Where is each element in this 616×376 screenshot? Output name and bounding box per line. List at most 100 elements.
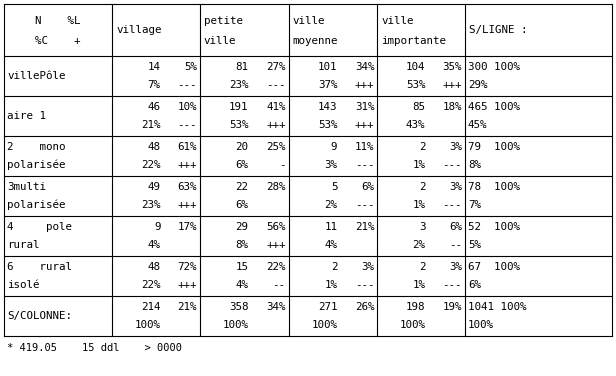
Text: 100%: 100% [311, 320, 338, 330]
Text: 31%: 31% [355, 102, 375, 112]
Text: 198: 198 [406, 302, 426, 312]
Text: 5%: 5% [184, 62, 197, 72]
Text: 48: 48 [147, 142, 160, 152]
Text: moyenne: moyenne [293, 36, 338, 47]
Text: +++: +++ [266, 240, 286, 250]
Text: 63%: 63% [177, 182, 197, 192]
Text: 34%: 34% [266, 302, 286, 312]
Text: 37%: 37% [318, 80, 338, 90]
Text: 3%: 3% [449, 262, 462, 272]
Text: 53%: 53% [229, 120, 249, 130]
Text: 4%: 4% [235, 280, 249, 290]
Text: 5: 5 [331, 182, 338, 192]
Text: -: - [279, 160, 286, 170]
Text: 465 100%: 465 100% [468, 102, 520, 112]
Text: 2: 2 [419, 142, 426, 152]
Text: 43%: 43% [406, 120, 426, 130]
Text: 22%: 22% [141, 160, 160, 170]
Text: 81: 81 [235, 62, 249, 72]
Text: 20: 20 [235, 142, 249, 152]
Text: 23%: 23% [229, 80, 249, 90]
Text: 19%: 19% [442, 302, 462, 312]
Text: 6%: 6% [235, 160, 249, 170]
Text: 8%: 8% [235, 240, 249, 250]
Text: ville: ville [293, 16, 325, 26]
Text: +++: +++ [177, 160, 197, 170]
Text: 6%: 6% [468, 280, 481, 290]
Text: 2: 2 [419, 262, 426, 272]
Text: 9: 9 [154, 222, 160, 232]
Text: 21%: 21% [177, 302, 197, 312]
Text: 2%: 2% [325, 200, 338, 210]
Text: 1%: 1% [413, 280, 426, 290]
Text: 101: 101 [318, 62, 338, 72]
Text: 27%: 27% [266, 62, 286, 72]
Text: 61%: 61% [177, 142, 197, 152]
Text: 11: 11 [325, 222, 338, 232]
Text: 3: 3 [419, 222, 426, 232]
Text: %C    +: %C + [35, 36, 81, 47]
Text: 41%: 41% [266, 102, 286, 112]
Text: 2: 2 [419, 182, 426, 192]
Text: 23%: 23% [141, 200, 160, 210]
Text: 22%: 22% [141, 280, 160, 290]
Text: aire 1: aire 1 [7, 111, 46, 121]
Text: +++: +++ [355, 120, 375, 130]
Text: 100%: 100% [222, 320, 249, 330]
Text: 49: 49 [147, 182, 160, 192]
Text: 25%: 25% [266, 142, 286, 152]
Text: 26%: 26% [355, 302, 375, 312]
Text: 6%: 6% [362, 182, 375, 192]
Text: 1%: 1% [325, 280, 338, 290]
Text: villePôle: villePôle [7, 71, 65, 81]
Text: 79  100%: 79 100% [468, 142, 520, 152]
Text: 3%: 3% [325, 160, 338, 170]
Text: 1%: 1% [413, 160, 426, 170]
Text: isolé: isolé [7, 280, 39, 290]
Text: +++: +++ [355, 80, 375, 90]
Text: 6%: 6% [449, 222, 462, 232]
Text: 56%: 56% [266, 222, 286, 232]
Text: 100%: 100% [399, 320, 426, 330]
Text: 11%: 11% [355, 142, 375, 152]
Text: 78  100%: 78 100% [468, 182, 520, 192]
Text: 21%: 21% [355, 222, 375, 232]
Text: ---: --- [355, 160, 375, 170]
Text: 2    mono: 2 mono [7, 142, 65, 152]
Text: 191: 191 [229, 102, 249, 112]
Text: 8%: 8% [468, 160, 481, 170]
Text: rural: rural [7, 240, 39, 250]
Text: +++: +++ [266, 120, 286, 130]
Text: 10%: 10% [177, 102, 197, 112]
Text: 4     pole: 4 pole [7, 222, 72, 232]
Text: petite: petite [204, 16, 243, 26]
Text: 35%: 35% [442, 62, 462, 72]
Text: polarisée: polarisée [7, 200, 65, 210]
Text: 53%: 53% [406, 80, 426, 90]
Text: 6    rural: 6 rural [7, 262, 72, 272]
Text: 29%: 29% [468, 80, 487, 90]
Text: village: village [116, 25, 162, 35]
Text: 300 100%: 300 100% [468, 62, 520, 72]
Text: 5%: 5% [468, 240, 481, 250]
Text: 4%: 4% [325, 240, 338, 250]
Text: 3multi: 3multi [7, 182, 46, 192]
Text: 358: 358 [229, 302, 249, 312]
Text: 7%: 7% [147, 80, 160, 90]
Text: ---: --- [442, 280, 462, 290]
Text: S/COLONNE:: S/COLONNE: [7, 311, 72, 321]
Text: 14: 14 [147, 62, 160, 72]
Text: 4%: 4% [147, 240, 160, 250]
Text: ---: --- [266, 80, 286, 90]
Text: --: -- [449, 240, 462, 250]
Text: 2: 2 [331, 262, 338, 272]
Text: 3%: 3% [449, 182, 462, 192]
Text: 17%: 17% [177, 222, 197, 232]
Text: 1%: 1% [413, 200, 426, 210]
Text: importante: importante [381, 36, 447, 47]
Text: polarisée: polarisée [7, 159, 65, 170]
Text: 143: 143 [318, 102, 338, 112]
Text: 72%: 72% [177, 262, 197, 272]
Text: 214: 214 [141, 302, 160, 312]
Text: 22: 22 [235, 182, 249, 192]
